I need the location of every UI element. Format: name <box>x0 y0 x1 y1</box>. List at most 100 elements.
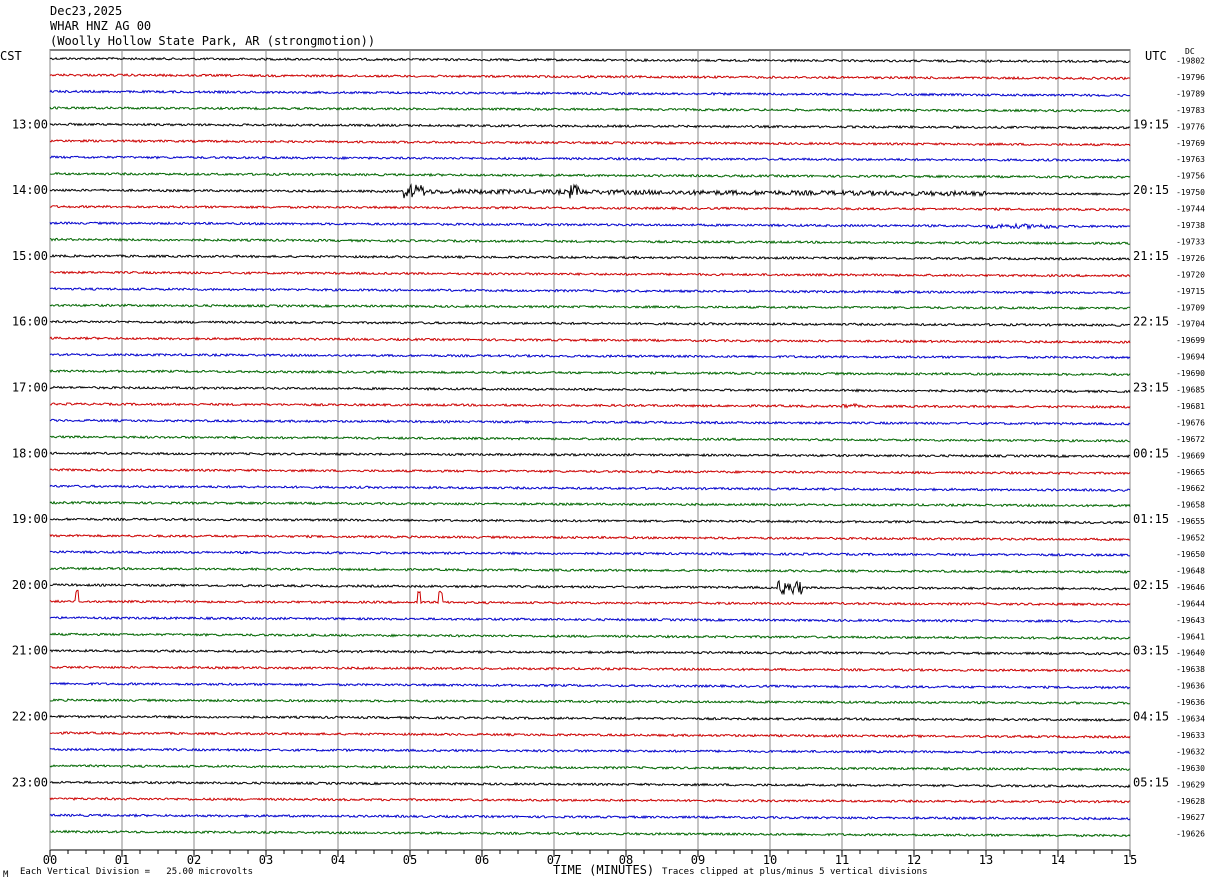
trace-line <box>49 183 1130 199</box>
right-time-label: 04:15 <box>1133 710 1169 724</box>
dc-offset-label: -19665 <box>1176 468 1205 477</box>
trace-line <box>49 714 1131 722</box>
x-tick-label: 10 <box>763 853 777 867</box>
dc-offset-label: -19652 <box>1176 534 1205 543</box>
right-time-label: 01:15 <box>1133 512 1169 526</box>
left-time-label: 21:00 <box>12 644 48 658</box>
trace-line <box>49 550 1130 558</box>
dc-offset-label: -19744 <box>1176 205 1205 214</box>
right-time-label: 23:15 <box>1133 381 1169 395</box>
dc-offset-label: -19769 <box>1176 139 1205 148</box>
left-time-label: 16:00 <box>12 315 48 329</box>
corner-mark: M <box>3 870 9 880</box>
dc-offset-label: -19750 <box>1176 188 1205 197</box>
dc-offset-label: -19672 <box>1176 435 1205 444</box>
trace-line <box>49 155 1131 163</box>
right-time-label: 20:15 <box>1133 183 1169 197</box>
trace-line <box>49 829 1131 838</box>
trace-line <box>49 385 1131 394</box>
trace-line <box>49 813 1131 821</box>
left-time-label: 20:00 <box>12 578 48 592</box>
x-tick-label: 07 <box>547 853 561 867</box>
dc-offset-label: -19694 <box>1176 353 1205 362</box>
x-tick-label: 01 <box>115 853 129 867</box>
dc-offset-label: -19627 <box>1176 813 1205 822</box>
x-tick-label: 08 <box>619 853 633 867</box>
dc-offset-label: -19640 <box>1176 649 1205 658</box>
dc-offset-label: -19658 <box>1176 501 1205 510</box>
trace-line <box>49 615 1131 623</box>
trace-line <box>49 681 1131 690</box>
trace-line <box>49 665 1131 673</box>
x-tick-label: 03 <box>259 853 273 867</box>
chart-date: Dec23,2025 <box>50 4 123 18</box>
right-time-label: 22:15 <box>1133 315 1169 329</box>
x-tick-label: 12 <box>907 853 921 867</box>
trace-line <box>49 122 1131 130</box>
trace-line <box>49 589 1131 607</box>
trace-line <box>49 796 1131 804</box>
dc-offset-label: -19634 <box>1176 715 1205 724</box>
trace-line <box>49 73 1131 81</box>
dc-offset-label: -19690 <box>1176 369 1205 378</box>
trace-line <box>49 747 1131 755</box>
dc-offset-label: -19630 <box>1176 764 1205 773</box>
trace-line <box>49 89 1130 98</box>
dc-offset-label: -19763 <box>1176 155 1205 164</box>
dc-offset-label: -19662 <box>1176 484 1205 493</box>
dc-offset-label: -19676 <box>1176 418 1205 427</box>
trace-line <box>49 253 1131 261</box>
trace-line <box>49 484 1131 493</box>
trace-line <box>49 303 1131 311</box>
trace-line <box>49 336 1131 344</box>
dc-offset-label: -19709 <box>1176 303 1205 312</box>
trace-line <box>49 579 1131 596</box>
trace-line <box>49 402 1131 410</box>
dc-offset-label: -19796 <box>1176 73 1205 82</box>
trace-line <box>49 467 1131 476</box>
dc-offset-label: -19789 <box>1176 89 1205 98</box>
dc-offset-label: -19629 <box>1176 780 1205 789</box>
dc-offset-label: -19715 <box>1176 287 1205 296</box>
x-tick-label: 06 <box>475 853 489 867</box>
right-timezone-label: UTC <box>1145 49 1167 63</box>
dc-offset-label: -19756 <box>1176 172 1205 181</box>
left-time-label: 15:00 <box>12 249 48 263</box>
dc-offset-label: -19650 <box>1176 550 1205 559</box>
dc-offset-label: -19783 <box>1176 106 1205 115</box>
left-time-label: 22:00 <box>12 710 48 724</box>
dc-offset-label: -19720 <box>1176 270 1205 279</box>
plot-frame <box>49 49 1131 851</box>
trace-line <box>49 500 1131 508</box>
x-tick-label: 04 <box>331 853 345 867</box>
dc-offset-label: -19641 <box>1176 632 1205 641</box>
dc-offset-label: -19633 <box>1176 731 1205 740</box>
chart-location: (Woolly Hollow State Park, AR (strongmot… <box>50 34 376 48</box>
trace-line <box>49 106 1131 113</box>
dc-offset-label: -19655 <box>1176 517 1205 526</box>
trace-line <box>49 369 1131 377</box>
dc-offset-label: -19626 <box>1176 830 1205 839</box>
left-time-label: 18:00 <box>12 446 48 460</box>
left-time-label: 13:00 <box>12 117 48 131</box>
scale-note: Each Vertical Division = 25.00 microvolt… <box>20 867 253 877</box>
trace-line <box>49 533 1131 542</box>
left-time-label: 23:00 <box>12 775 48 789</box>
right-time-label: 05:15 <box>1133 775 1169 789</box>
dc-offset-label: -19738 <box>1176 221 1205 230</box>
dc-offset-label: -19644 <box>1176 599 1205 608</box>
trace-line <box>49 434 1131 443</box>
dc-offset-label: -19638 <box>1176 665 1205 674</box>
trace-line <box>49 138 1131 147</box>
right-time-label: 03:15 <box>1133 644 1169 658</box>
left-time-label: 14:00 <box>12 183 48 197</box>
right-time-label: 02:15 <box>1133 578 1169 592</box>
trace-line <box>49 270 1131 278</box>
trace-line <box>49 237 1131 246</box>
dc-label: DC <box>1185 47 1195 56</box>
x-tick-label: 11 <box>835 853 849 867</box>
x-tick-label: 05 <box>403 853 417 867</box>
trace-line <box>49 204 1131 212</box>
left-timezone-label: CST <box>0 49 22 63</box>
